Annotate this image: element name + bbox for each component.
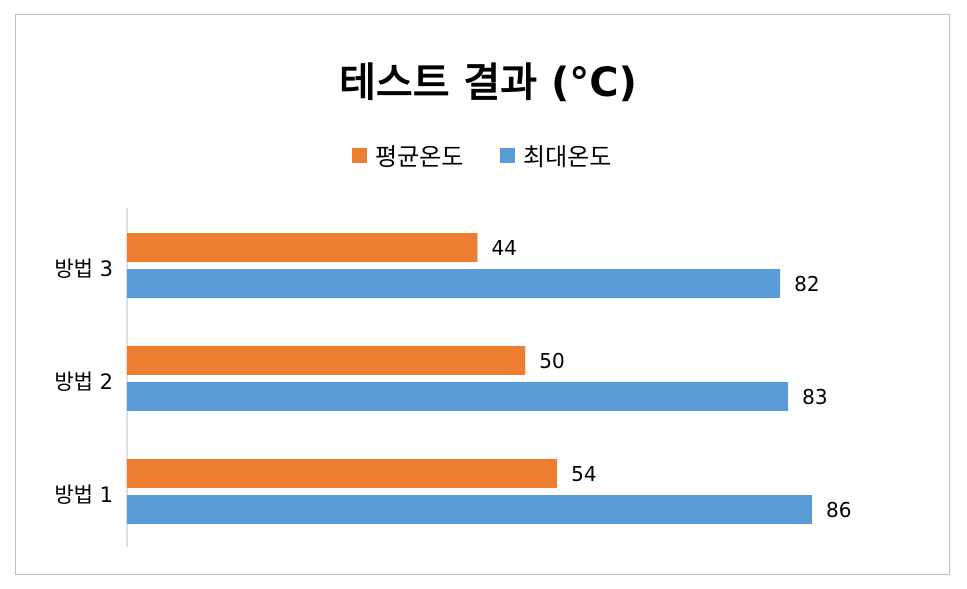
data-label: 44 — [491, 236, 516, 260]
chart-title: 테스트 결과 (°C) — [339, 60, 637, 106]
bar — [127, 269, 781, 298]
plot-area: 방법 1 54 86 방법 2 50 83 방법 3 44 82 — [54, 233, 851, 524]
legend-label-max: 최대온도 — [523, 143, 611, 171]
bar — [127, 459, 558, 488]
legend: 평균온도 최대온도 — [352, 143, 611, 171]
data-label: 50 — [539, 349, 564, 373]
bar — [127, 233, 478, 262]
legend-label-average: 평균온도 — [375, 143, 463, 171]
bar — [127, 382, 789, 411]
data-label: 83 — [802, 385, 827, 409]
category-label: 방법 1 — [54, 483, 113, 507]
data-label: 54 — [571, 462, 596, 486]
legend-swatch-max — [500, 148, 515, 163]
category-label: 방법 3 — [54, 257, 113, 281]
data-label: 86 — [826, 498, 851, 522]
legend-swatch-average — [352, 148, 367, 163]
category-label: 방법 2 — [54, 370, 113, 394]
bar — [127, 495, 812, 524]
bar — [127, 346, 526, 375]
data-label: 82 — [794, 272, 819, 296]
